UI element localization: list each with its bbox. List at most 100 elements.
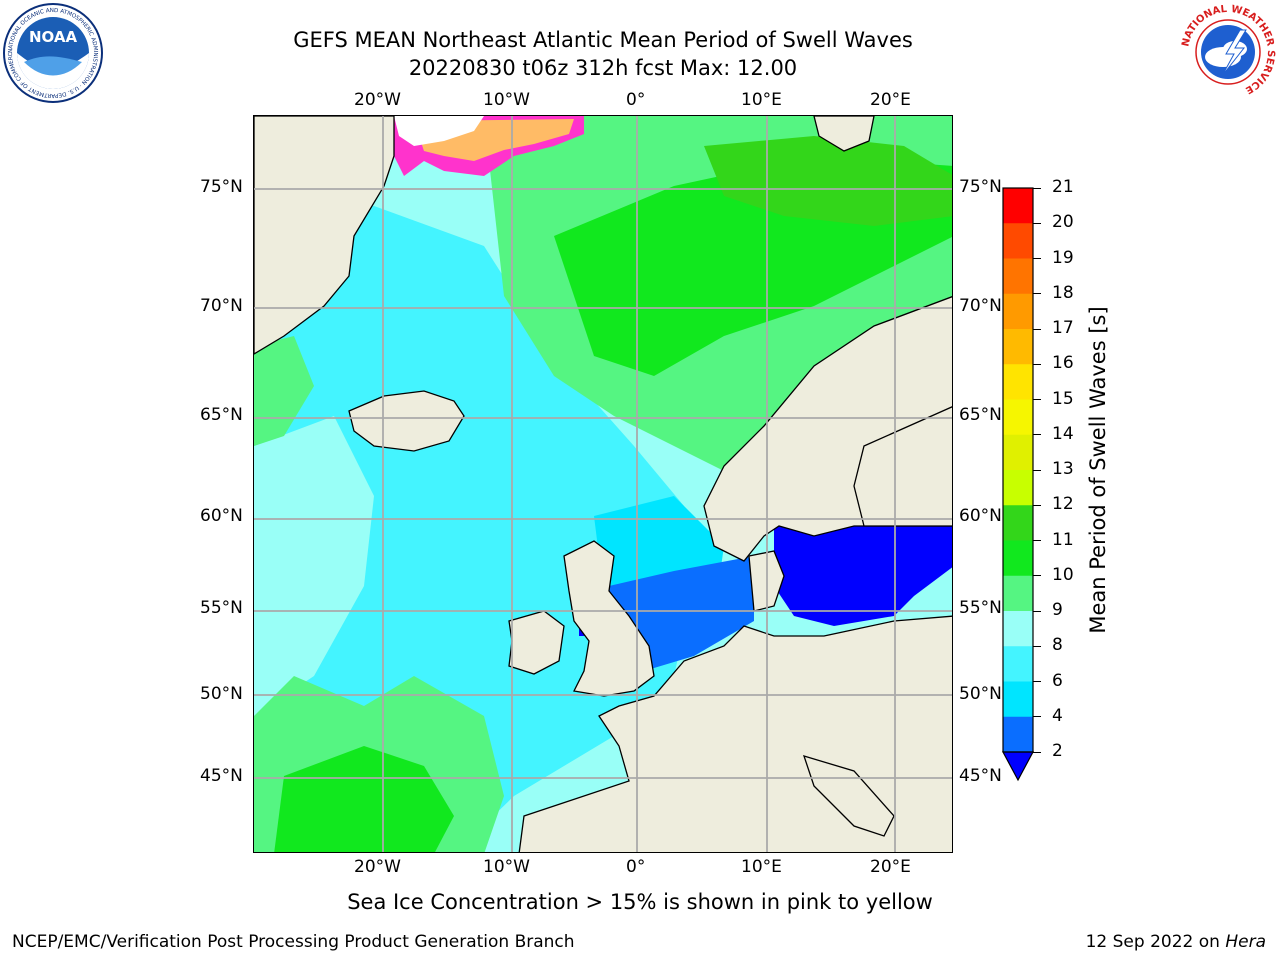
lon-label-bottom-20e: 20°E xyxy=(870,857,911,877)
colorbar-tick-label: 8 xyxy=(1052,635,1063,656)
colorbar-bin xyxy=(1003,575,1033,612)
sea-ice-note: Sea Ice Concentration > 15% is shown in … xyxy=(347,890,933,914)
italy-land xyxy=(802,755,895,837)
lat-label-right-60n: 60°N xyxy=(959,506,1002,526)
lon-label-top-0: 0° xyxy=(626,90,646,110)
lon-label-top-10e: 10°E xyxy=(741,90,782,110)
lon-label-bottom-0: 0° xyxy=(626,857,646,877)
lat-label-left-45n: 45°N xyxy=(200,766,243,786)
lat-label-left-60n: 60°N xyxy=(200,506,243,526)
lat-label-left-70n: 70°N xyxy=(200,296,243,316)
lat-label-right-55n: 55°N xyxy=(959,598,1002,618)
lat-label-right-70n: 70°N xyxy=(959,296,1002,316)
sea-ice-layer xyxy=(394,116,584,176)
title-line-1: GEFS MEAN Northeast Atlantic Mean Period… xyxy=(293,28,913,52)
colorbar-tick-label: 21 xyxy=(1052,177,1074,197)
land-layer xyxy=(254,116,952,852)
colorbar-bin xyxy=(1003,681,1033,718)
lon-label-top-10w: 10°W xyxy=(483,90,530,110)
colorbar-tick-mark xyxy=(1033,363,1041,365)
lat-label-left-65n: 65°N xyxy=(200,405,243,425)
svalbard-land xyxy=(813,116,875,152)
noaa-logo-text: NOAA xyxy=(29,28,78,46)
lat-label-left-55n: 55°N xyxy=(200,598,243,618)
colorbar-tick-label: 2 xyxy=(1052,741,1063,761)
colorbar-tick-label: 4 xyxy=(1052,705,1063,726)
colorbar-tick-label: 9 xyxy=(1052,600,1063,620)
greenland-land xyxy=(254,116,395,355)
colorbar-tick-mark xyxy=(1033,540,1041,542)
colorbar-bin xyxy=(1003,716,1033,753)
field-11-12-spot xyxy=(704,136,952,226)
field-10-11-southwest xyxy=(274,746,454,852)
colorbar-tick-mark xyxy=(1033,751,1041,753)
colorbar xyxy=(1001,187,1035,782)
colorbar-under-triangle xyxy=(1001,751,1035,782)
title-line-2: 20220830 t06z 312h fcst Max: 12.00 xyxy=(408,56,798,80)
lat-label-left-75n: 75°N xyxy=(200,177,243,197)
graticule xyxy=(254,116,952,852)
footer-date: 12 Sep 2022 on Hera xyxy=(1086,932,1266,952)
footer-credit: NCEP/EMC/Verification Post Processing Pr… xyxy=(12,932,575,952)
lat-label-right-45n: 45°N xyxy=(959,766,1002,786)
colorbar-bin xyxy=(1003,293,1033,330)
colorbar-tick-label: 17 xyxy=(1052,318,1074,338)
swell-period-map[interactable] xyxy=(254,116,953,853)
colorbar-tick-label: 20 xyxy=(1052,212,1074,233)
map-panel[interactable] xyxy=(253,115,953,853)
colorbar-tick-mark xyxy=(1033,716,1041,718)
colorbar-bin xyxy=(1003,258,1033,295)
colorbar-tick-mark xyxy=(1033,434,1041,436)
lon-label-top-20e: 20°E xyxy=(870,90,911,110)
colorbar-tick-mark xyxy=(1033,469,1041,471)
lat-label-right-50n: 50°N xyxy=(959,684,1002,704)
lat-label-left-50n: 50°N xyxy=(200,684,243,704)
colorbar-tick-label: 10 xyxy=(1052,564,1074,585)
lon-label-top-20w: 20°W xyxy=(354,90,401,110)
footer-date-text: 12 Sep 2022 on xyxy=(1085,932,1226,952)
lon-label-bottom-10e: 10°E xyxy=(741,857,782,877)
field-8-9-west xyxy=(254,416,374,716)
colorbar-bin xyxy=(1003,434,1033,471)
colorbar-bin xyxy=(1003,505,1033,541)
finland-land xyxy=(853,406,952,527)
colorbar-tick-label: 19 xyxy=(1052,247,1074,268)
colorbar-tick-mark xyxy=(1033,575,1041,577)
colorbar-bin xyxy=(1003,470,1033,506)
colorbar-tick-label: 12 xyxy=(1052,494,1074,515)
colorbar-bin xyxy=(1003,364,1033,400)
colorbar-title: Mean Period of Swell Waves [s] xyxy=(1086,306,1110,634)
colorbar-bin xyxy=(1003,399,1033,436)
colorbar-tick-label: 11 xyxy=(1052,529,1074,550)
colorbar-tick-mark xyxy=(1033,504,1041,506)
colorbar-tick-label: 13 xyxy=(1052,459,1074,479)
colorbar-tick-mark xyxy=(1033,187,1041,189)
colorbar-bin xyxy=(1003,646,1033,682)
great-britain-land xyxy=(563,540,655,697)
noaa-logo-icon: NOAA NATIONAL OCEANIC AND ATMOSPHERIC AD… xyxy=(2,2,103,103)
colorbar-tick-mark xyxy=(1033,399,1041,401)
colorbar-bin xyxy=(1003,540,1033,577)
colorbar-tick-mark xyxy=(1033,258,1041,260)
colorbar-tick-mark xyxy=(1033,222,1041,224)
colorbar-tick-label: 16 xyxy=(1052,353,1074,374)
colorbar-tick-label: 15 xyxy=(1052,388,1074,409)
colorbar-tick-mark xyxy=(1033,645,1041,647)
lon-label-bottom-20w: 20°W xyxy=(354,857,401,877)
chart-title: GEFS MEAN Northeast Atlantic Mean Period… xyxy=(0,26,1206,82)
lat-label-right-65n: 65°N xyxy=(959,405,1002,425)
colorbar-bin xyxy=(1003,329,1033,365)
colorbar-tick-mark xyxy=(1033,328,1041,330)
colorbar-tick-mark xyxy=(1033,293,1041,295)
colorbar-tick-mark xyxy=(1033,610,1041,612)
iceland-land xyxy=(348,390,465,452)
colorbar-tick-mark xyxy=(1033,681,1041,683)
footer-host: Hera xyxy=(1225,932,1266,952)
field-under-2-baltic xyxy=(774,526,952,626)
lon-label-bottom-10w: 10°W xyxy=(483,857,530,877)
colorbar-tick-label: 18 xyxy=(1052,282,1074,303)
lat-label-right-75n: 75°N xyxy=(959,177,1002,197)
colorbar-tick-label: 14 xyxy=(1052,423,1074,444)
colorbar-tick-label: 6 xyxy=(1052,670,1063,691)
colorbar-bin xyxy=(1003,223,1033,259)
